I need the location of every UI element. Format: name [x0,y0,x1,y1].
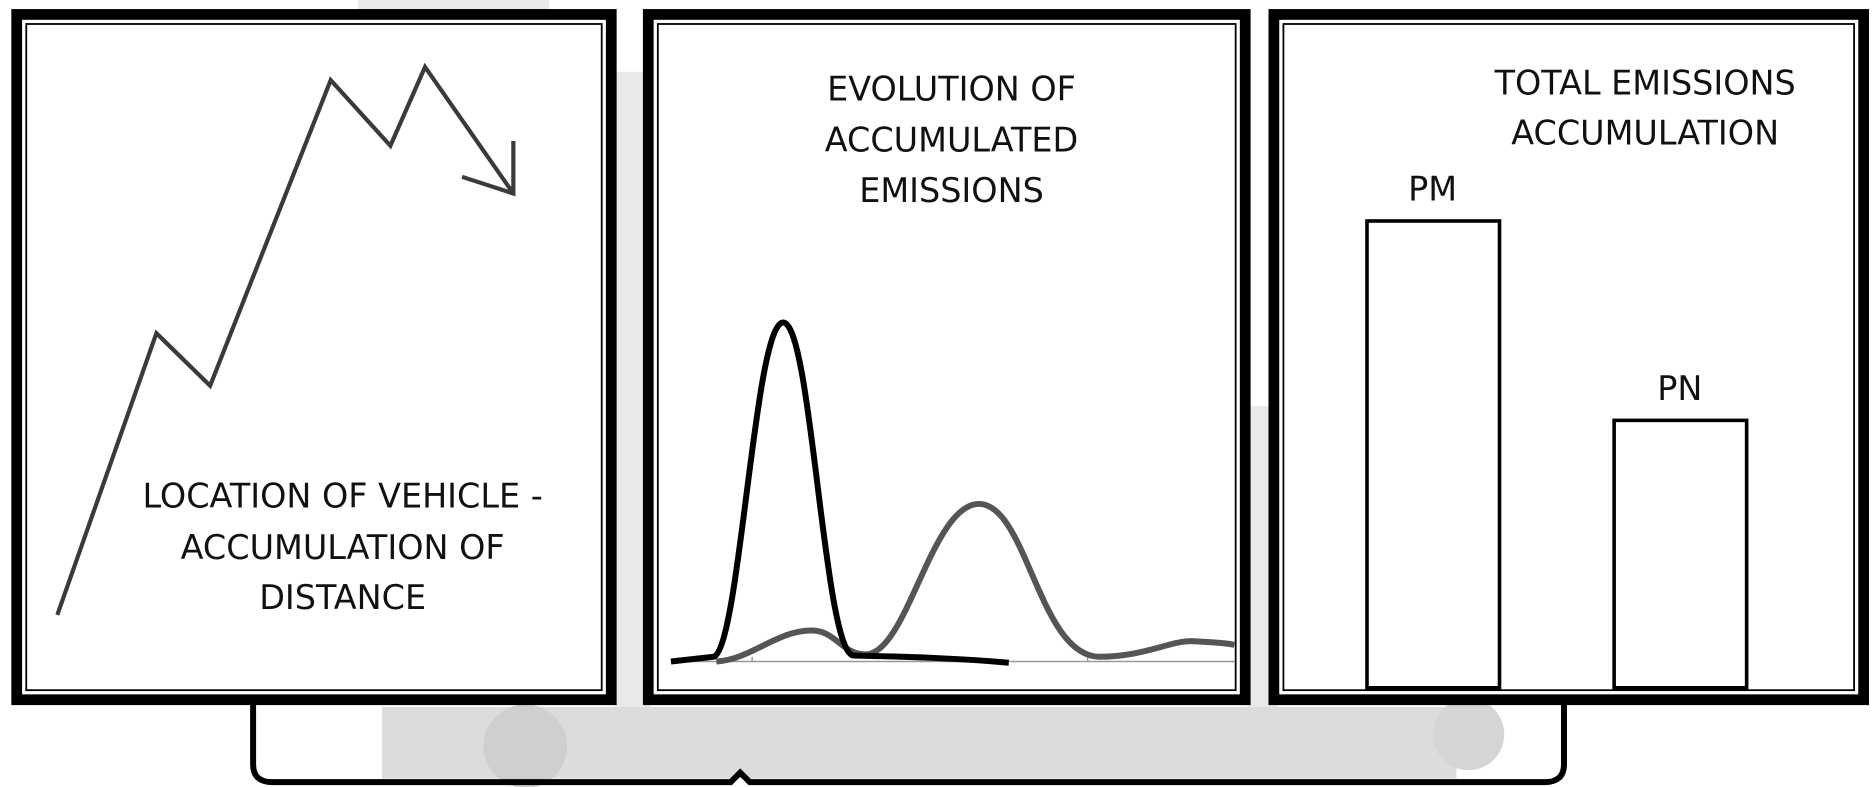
route-line [55,62,516,616]
bracket [250,702,1567,786]
panel-title: TOTAL EMISSIONS [1494,63,1796,102]
panel-title: EMISSIONS [859,171,1044,210]
panel-total: TOTAL EMISSIONS ACCUMULATION PM PN [1268,9,1870,706]
panel-inner-frame [25,23,603,692]
panel-distance: LOCATION OF VEHICLE - ACCUMULATION OF DI… [11,9,617,706]
panel-inner-frame [1282,23,1855,692]
panel-label: DISTANCE [259,578,426,617]
bar-label: PN [1657,369,1702,408]
panel-frame [11,9,617,706]
curve-gray [716,500,1236,665]
background [358,0,1505,787]
panel-label: LOCATION OF VEHICLE - [143,477,543,516]
bar-label: PM [1408,170,1457,209]
panel-title: ACCUMULATED [825,121,1079,160]
panel-label: ACCUMULATION OF [181,528,505,567]
curve-black [670,319,1010,666]
bar-pn [1612,418,1749,690]
bar-pm [1365,219,1502,690]
panel-title: ACCUMULATION [1511,114,1779,153]
panel-title: EVOLUTION OF [827,69,1076,108]
panel-frame [642,9,1251,706]
panel-evolution: EVOLUTION OF ACCUMULATED EMISSIONS [642,9,1251,706]
panel-inner-frame [656,23,1237,692]
